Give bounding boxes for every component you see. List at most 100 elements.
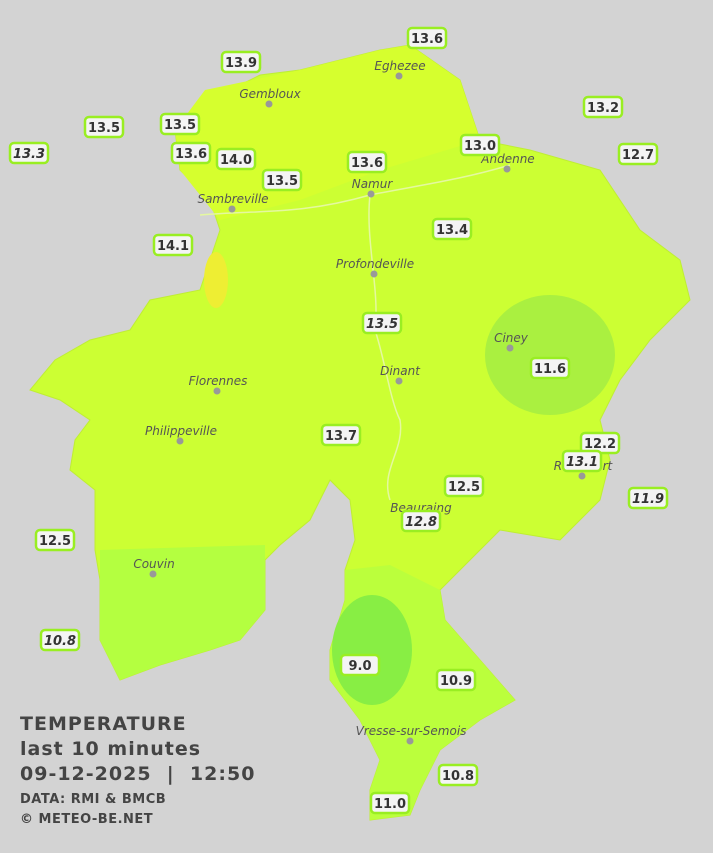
legend-datetime: 09-12-2025 | 12:50 [20, 763, 255, 785]
station-box [170, 141, 212, 165]
station: 14.0 [215, 147, 257, 171]
station: 12.7 [617, 142, 659, 166]
station: 13.5 [159, 112, 201, 136]
station: 10.8 [39, 628, 81, 652]
station: 13.5 [361, 311, 403, 335]
station: 11.9 [627, 486, 669, 510]
city-dot [228, 205, 236, 213]
city-label: Dinant [380, 364, 421, 378]
station-box [339, 653, 381, 677]
station-box [220, 50, 262, 74]
city-dot [395, 377, 403, 385]
station: 13.0 [459, 133, 501, 157]
station: 13.4 [431, 217, 473, 241]
legend-source: DATA: RMI & BMCB [20, 792, 166, 807]
station-box [431, 217, 473, 241]
legend-subtitle: last 10 minutes [20, 738, 201, 760]
city-dot [149, 570, 157, 578]
city-dot [367, 190, 375, 198]
station-value: 12.5 [39, 534, 71, 549]
station: 11.6 [529, 356, 571, 380]
city-dot [370, 270, 378, 278]
station: 13.1 [561, 449, 603, 473]
station-value: 14.1 [157, 239, 189, 254]
station-box [320, 423, 362, 447]
station-value: 13.6 [175, 147, 207, 162]
station-value: 13.4 [436, 223, 468, 238]
city-label: Gembloux [239, 87, 301, 101]
station-box [152, 233, 194, 257]
station-value: 13.5 [366, 317, 398, 332]
cool-zone [485, 295, 615, 415]
station: 9.0 [339, 653, 381, 677]
legend-title: TEMPERATURE [20, 713, 187, 735]
city-dot [176, 437, 184, 445]
station-box [459, 133, 501, 157]
station: 10.9 [435, 668, 477, 692]
station-box [561, 449, 603, 473]
station: 12.5 [443, 474, 485, 498]
warm-spot [204, 252, 228, 308]
station-box [582, 95, 624, 119]
warm-zone [175, 45, 480, 220]
station: 13.7 [320, 423, 362, 447]
station-value: 11.9 [632, 492, 664, 507]
city-dot [265, 100, 273, 108]
station-value: 12.5 [448, 480, 480, 495]
station-box [215, 147, 257, 171]
station-value: 10.8 [442, 769, 474, 784]
station: 11.0 [369, 791, 411, 815]
cities: EghezeeGemblouxAndenneNamurSambrevillePr… [133, 59, 614, 745]
city-dot [506, 344, 514, 352]
city-dot [578, 472, 586, 480]
station-value: 13.5 [164, 118, 196, 133]
station: 13.5 [83, 115, 125, 139]
station-box [627, 486, 669, 510]
city-dot [503, 165, 511, 173]
city-label: Couvin [133, 557, 174, 571]
station-box [529, 356, 571, 380]
station-value: 14.0 [220, 153, 252, 168]
station-value: 11.0 [374, 797, 406, 812]
station: 10.8 [437, 763, 479, 787]
station-box [159, 112, 201, 136]
station: 14.1 [152, 233, 194, 257]
city-label: Sambreville [197, 192, 268, 206]
city-dot [395, 72, 403, 80]
station: 12.8 [400, 509, 442, 533]
stations: 13.6 13.9 13.2 13.5 13.5 13.3 13.6 14.0 13.0 12.7… [8, 26, 669, 815]
city-label: Vresse-sur-Semois [356, 724, 467, 738]
city-dot [406, 737, 414, 745]
station-box [83, 115, 125, 139]
city-label: Namur [352, 177, 394, 191]
station-box [361, 311, 403, 335]
station-box [261, 168, 303, 192]
station: 13.9 [220, 50, 262, 74]
station: 13.6 [346, 150, 388, 174]
station: 13.3 [8, 141, 50, 165]
city-label: Philippeville [145, 424, 217, 438]
station-value: 13.2 [587, 101, 619, 116]
station-value: 13.3 [13, 147, 45, 162]
station-box [435, 668, 477, 692]
station: 13.6 [170, 141, 212, 165]
station: 13.6 [406, 26, 448, 50]
station-value: 13.5 [88, 121, 120, 136]
city-label: Ciney [494, 331, 529, 345]
legend-copyright: © METEO-BE.NET [20, 812, 153, 827]
station-box [617, 142, 659, 166]
station-box [443, 474, 485, 498]
station-value: 13.7 [325, 429, 357, 444]
cold-zone [332, 595, 412, 705]
station: 13.2 [582, 95, 624, 119]
station-box [39, 628, 81, 652]
cool-zone [100, 545, 265, 680]
station-value: 13.0 [464, 139, 496, 154]
station-value: 12.2 [584, 437, 616, 452]
station: 13.5 [261, 168, 303, 192]
station-value: 12.8 [405, 515, 437, 530]
station-value: 13.6 [351, 156, 383, 171]
station-value: 13.9 [225, 56, 257, 71]
station-box [400, 509, 442, 533]
